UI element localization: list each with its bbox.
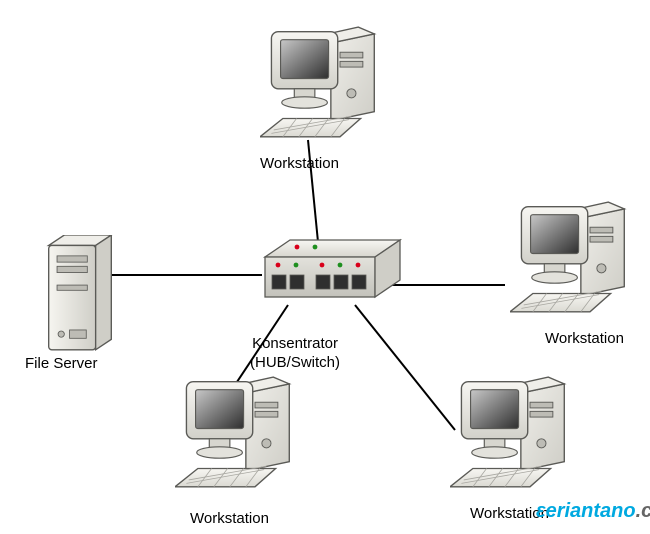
workstation-icon [260,20,380,145]
edge-line [355,305,455,430]
workstation-icon [510,195,630,320]
hub-label-line1: Konsentrator [250,335,340,354]
hub-label: Konsentrator (HUB/Switch) [250,335,340,373]
watermark-glyph: ε [536,500,546,522]
watermark-text1: eriantano [546,500,636,522]
hub-device-icon [260,235,410,315]
workstation-icon [175,370,295,495]
server-label: File Server [25,355,98,372]
server-icon [35,235,125,355]
watermark-text2: .com [636,500,650,522]
watermark: εeriantano.com [536,500,650,523]
diagram-stage: Konsentrator (HUB/Switch) Workstation Wor… [0,0,650,534]
workstation-label: Workstation [545,330,624,347]
workstation-label: Workstation [260,155,339,172]
workstation-label: Workstation [190,510,269,527]
workstation-icon [450,370,570,495]
